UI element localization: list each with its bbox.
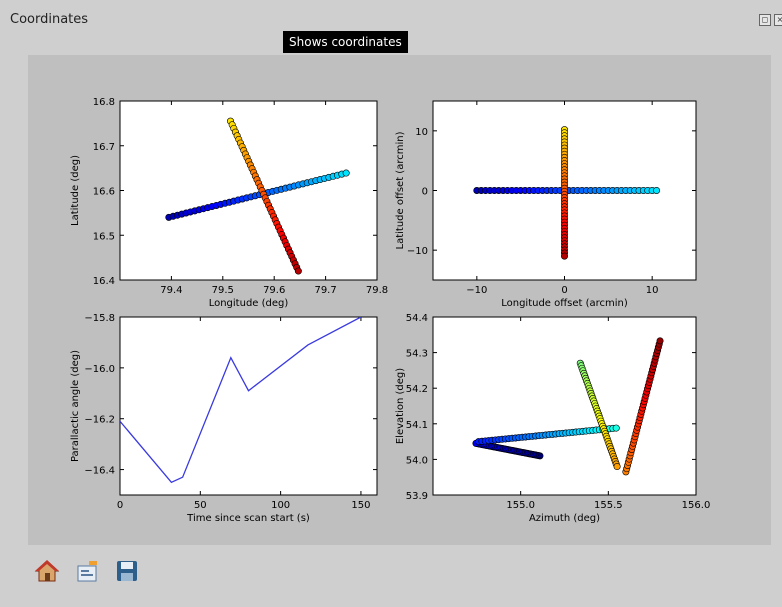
x-axis-label: Longitude offset (arcmin): [501, 298, 628, 309]
y-tick-label: 54.0: [406, 455, 428, 466]
save-icon[interactable]: [114, 558, 140, 584]
x-tick-label: 100: [271, 500, 290, 511]
scatter-point: [653, 187, 661, 195]
y-tick-label: 16.4: [93, 276, 115, 287]
scatter-point: [613, 463, 621, 471]
y-tick-label: 54.4: [406, 313, 428, 324]
window-title: Coordinates: [10, 12, 89, 27]
y-tick-label: 16.6: [93, 187, 115, 198]
tooltip: Shows coordinates: [283, 31, 408, 53]
x-tick-label: 50: [194, 500, 207, 511]
x-tick-label: 10: [646, 285, 659, 296]
y-axis-label: Elevation (deg): [395, 368, 406, 444]
x-tick-label: 79.8: [366, 285, 388, 296]
subplot-4: 155.0 155.5 156.0 53.9 54.0 54.1 54.2 54.3 54.4 A…: [395, 313, 710, 524]
x-tick-label: 79.6: [263, 285, 285, 296]
x-tick-label: 79.7: [314, 285, 336, 296]
close-window-button[interactable]: ×: [774, 14, 782, 26]
y-tick-label: −10: [407, 246, 428, 257]
data-layer: [165, 117, 350, 275]
y-tick-label: 16.5: [93, 231, 115, 242]
configure-subplots-icon[interactable]: [74, 558, 100, 584]
y-tick-label: 54.2: [406, 384, 428, 395]
plot-area: [119, 316, 378, 496]
y-axis-label: Latitude (deg): [70, 155, 81, 226]
scatter-point: [294, 267, 302, 275]
plot-area: [119, 100, 378, 281]
y-tick-label: 10: [415, 127, 428, 138]
scatter-point: [656, 337, 664, 345]
x-tick-label: 79.5: [212, 285, 234, 296]
y-tick-label: −16.0: [84, 364, 115, 375]
y-tick-label: −16.2: [84, 415, 115, 426]
float-window-button[interactable]: ◻: [759, 14, 771, 26]
subplot-2: −10 0 10 −10 0 10 Longitude offset (arcmin) Lat…: [395, 100, 697, 309]
plot-area: [432, 316, 697, 496]
figure-canvas[interactable]: 79.4 79.5 79.6 79.7 79.8 16.4 16.5 16.6 16.7 16.8…: [28, 55, 771, 545]
x-axis-label: Longitude (deg): [209, 298, 289, 309]
y-tick-label: 0: [422, 187, 428, 198]
x-tick-label: 79.4: [160, 285, 182, 296]
y-tick-label: 54.3: [406, 349, 428, 360]
y-axis-label: Latitude offset (arcmin): [395, 131, 406, 249]
x-tick-label: −10: [466, 285, 487, 296]
y-tick-label: −15.8: [84, 313, 115, 324]
x-tick-label: 0: [117, 500, 123, 511]
y-tick-label: 16.7: [93, 142, 115, 153]
x-tick-label: 155.0: [506, 500, 535, 511]
home-icon[interactable]: [34, 558, 60, 584]
scatter-point: [342, 169, 350, 177]
toolbar: [34, 558, 140, 584]
y-tick-label: 53.9: [406, 491, 428, 502]
y-axis-label: Parallactic angle (deg): [70, 350, 81, 462]
data-layer: [472, 337, 664, 476]
subplot-3: 0 50 100 150 −16.4 −16.2 −16.0 −15.8 Time since …: [70, 313, 378, 524]
y-tick-label: −16.4: [84, 466, 115, 477]
y-tick-label: 54.1: [406, 420, 428, 431]
parallactic-angle-line: [120, 317, 362, 484]
x-tick-label: 156.0: [682, 500, 711, 511]
scatter-point: [560, 252, 568, 260]
x-tick-label: 155.5: [594, 500, 623, 511]
scatter-point: [612, 424, 620, 432]
data-layer: [120, 317, 362, 484]
x-axis-label: Time since scan start (s): [186, 513, 310, 524]
subplot-1: 79.4 79.5 79.6 79.7 79.8 16.4 16.5 16.6 16.7 16.8…: [70, 97, 388, 309]
data-layer: [473, 126, 661, 260]
x-tick-label: 150: [351, 500, 370, 511]
x-tick-label: 0: [561, 285, 567, 296]
x-axis-label: Azimuth (deg): [529, 513, 600, 524]
y-tick-label: 16.8: [93, 97, 115, 108]
